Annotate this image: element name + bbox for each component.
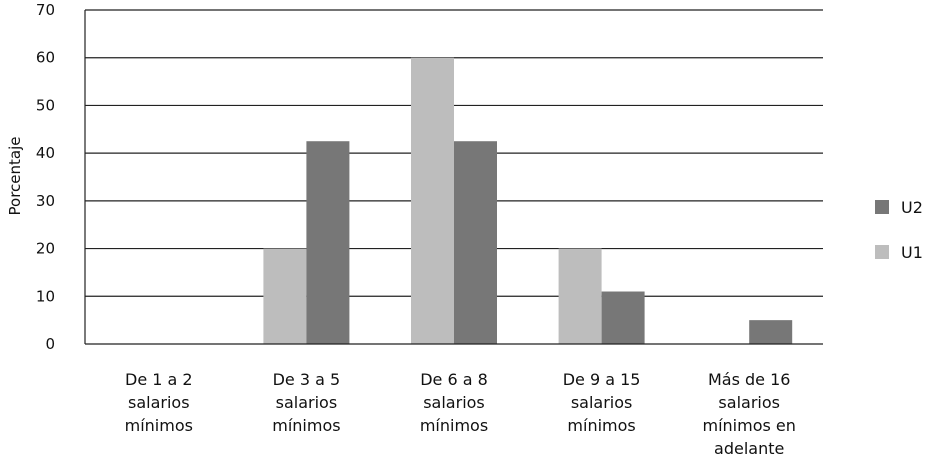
y-tick-label: 30: [36, 192, 55, 210]
bars: [263, 57, 793, 344]
y-axis-ticks: 0 10 20 30 40 50 60 70: [36, 1, 55, 353]
x-category-label-line: mínimos: [272, 416, 340, 435]
legend-label-u2: U2: [901, 198, 923, 217]
y-tick-label: 40: [36, 144, 55, 162]
x-category-label: De 9 a 15 salarios mínimos: [563, 370, 641, 435]
x-category-label: De 1 a 2 salarios mínimos: [125, 370, 193, 435]
legend-swatch-u1: [875, 245, 889, 259]
y-axis-title: Porcentaje: [6, 137, 24, 216]
x-category-label-line: salarios: [571, 393, 633, 412]
x-category-label-line: adelante: [714, 439, 784, 458]
axes: [84, 10, 823, 345]
x-category-label-line: De 1 a 2: [125, 370, 193, 389]
x-category-label-line: salarios: [128, 393, 190, 412]
bar-u1-4: [558, 248, 602, 344]
x-category-label-line: mínimos: [420, 416, 488, 435]
x-category-label-line: salarios: [423, 393, 485, 412]
y-tick-label: 20: [36, 240, 55, 258]
x-category-label-line: mínimos en: [702, 416, 795, 435]
x-category-label: De 3 a 5 salarios mínimos: [272, 370, 340, 435]
x-category-label-line: salarios: [276, 393, 338, 412]
x-category-label: De 6 a 8 salarios mínimos: [420, 370, 488, 435]
bar-u2-4: [601, 291, 645, 344]
x-category-label-line: salarios: [718, 393, 780, 412]
x-category-label-line: mínimos: [125, 416, 193, 435]
x-category-label-line: De 6 a 8: [420, 370, 488, 389]
x-category-label-line: Más de 16: [708, 370, 790, 389]
y-tick-label: 70: [36, 1, 55, 19]
y-tick-label: 0: [45, 335, 55, 353]
legend-swatch-u2: [875, 200, 889, 214]
x-category-label-line: mínimos: [567, 416, 635, 435]
bar-u1-2: [263, 248, 307, 344]
bar-u2-2: [306, 141, 350, 344]
legend: U2 U1: [875, 198, 923, 262]
x-category-label-line: De 9 a 15: [563, 370, 641, 389]
x-category-label-line: De 3 a 5: [273, 370, 341, 389]
y-tick-label: 50: [36, 96, 55, 114]
y-tick-label: 10: [36, 287, 55, 305]
bar-u2-3: [454, 141, 497, 344]
bar-u1-3: [411, 57, 454, 344]
x-axis-categories: De 1 a 2 salarios mínimos De 3 a 5 salarios m…: [125, 370, 796, 458]
x-category-label: Más de 16 salarios mínimos en adelante: [702, 370, 795, 458]
y-tick-label: 60: [36, 49, 55, 67]
legend-label-u1: U1: [901, 243, 923, 262]
bar-u2-5: [749, 320, 793, 344]
